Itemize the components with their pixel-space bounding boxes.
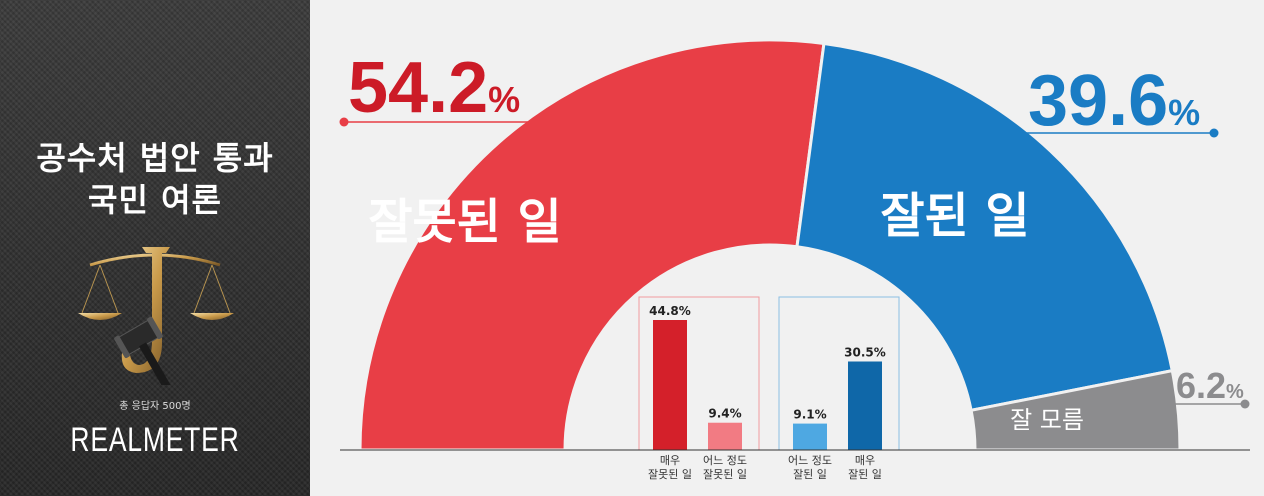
bar-category-label-3-line-1: 어느 정도 [788, 454, 832, 467]
left-panel: 공수처 법안 통과 국민 여론 총 응답자 500명 REALMETER [0, 0, 310, 496]
bar-value-label-2: 9.4% [708, 407, 741, 421]
bar-value-label-1: 44.8% [649, 304, 691, 318]
respondents-count: 총 응답자 500명 [119, 401, 191, 412]
leader-dot-2 [1209, 128, 1219, 138]
donut-value-label-2: 39.6% [1028, 61, 1200, 141]
bar-value-label-3: 9.1% [793, 408, 826, 422]
bar-category-label-2-line-1: 어느 정도 [703, 454, 747, 467]
donut-value-label-3: 6.2% [1176, 365, 1244, 406]
bar-value-label-4: 30.5% [844, 345, 886, 359]
leader-dot-3 [1240, 399, 1250, 409]
donut-category-label-3: 잘 모름 [1010, 406, 1084, 434]
pie-layer: 잘못된 일 잘된 일잘 모름 54.2% 39.6% 6.2% [339, 38, 1250, 452]
bar-category-label-2-line-2: 잘못된 일 [703, 467, 747, 481]
title-line-1: 공수처 법안 통과 [36, 139, 274, 177]
leader-dot-1 [339, 117, 349, 127]
bar-3 [793, 423, 827, 450]
bar-category-label-4-line-1: 매우 [855, 454, 875, 467]
donut-category-label-2: 잘된 일 [880, 188, 1029, 244]
scales-logo-icon [78, 247, 234, 385]
donut-segment-2 [795, 41, 1175, 413]
donut-segment-1 [358, 38, 826, 452]
bar-category-label-1-line-2: 잘못된 일 [648, 467, 692, 481]
bar-category-label-3-line-2: 잘된 일 [793, 467, 827, 481]
bar-1 [653, 320, 687, 450]
bar-category-label-1-line-1: 매우 [660, 454, 680, 467]
brand-logo: REALMETER [70, 421, 240, 459]
title-line-2: 국민 여론 [88, 181, 222, 219]
bar-2 [708, 422, 742, 450]
bar-category-label-4-line-2: 잘된 일 [848, 467, 882, 481]
donut-category-label-1: 잘못된 일 [368, 194, 561, 250]
donut-value-label-1: 54.2% [348, 48, 520, 128]
bar-4 [848, 361, 882, 450]
